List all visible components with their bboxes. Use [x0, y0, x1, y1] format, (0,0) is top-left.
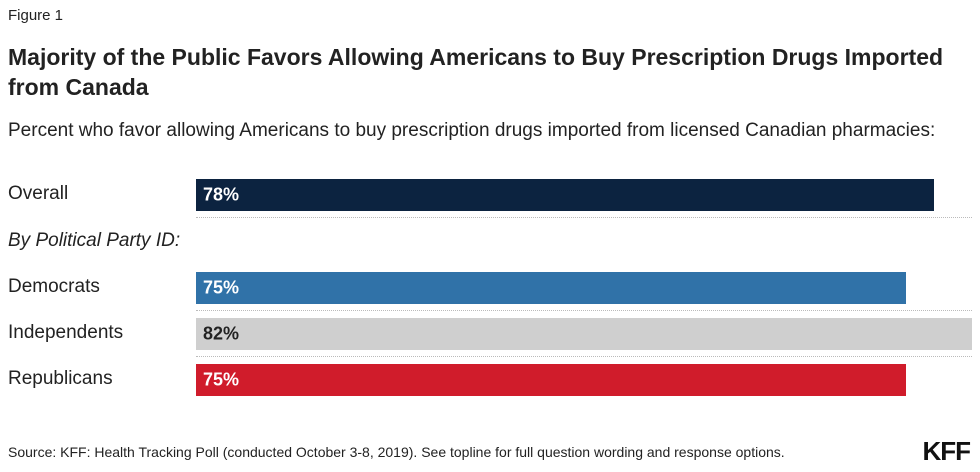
category-label: Republicans	[8, 368, 113, 389]
category-label: Overall	[8, 183, 69, 204]
group-label: By Political Party ID:	[8, 230, 181, 251]
row-divider	[196, 310, 972, 311]
source-note: Source: KFF: Health Tracking Poll (condu…	[8, 444, 785, 460]
data-label: 82%	[203, 323, 240, 344]
figure-label: Figure 1	[8, 7, 64, 24]
data-label: 78%	[203, 184, 240, 205]
category-label: Independents	[8, 322, 124, 343]
chart-title: Majority of the Public Favors Allowing A…	[8, 44, 944, 100]
category-label: Democrats	[8, 276, 100, 297]
row-divider	[196, 356, 972, 357]
bar-democrats: 75%	[196, 272, 906, 304]
bar-independents: 82%	[196, 318, 972, 350]
bar-chart: By Political Party ID: Overall 78% Democra…	[0, 172, 980, 412]
chart-subtitle: Percent who favor allowing Americans to …	[8, 120, 936, 141]
data-label: 75%	[203, 277, 240, 298]
bar-republicans: 75%	[196, 364, 906, 396]
kff-logo: KFF	[922, 436, 971, 466]
bar-overall: 78%	[196, 179, 935, 211]
row-divider	[196, 217, 972, 218]
data-label: 75%	[203, 369, 240, 390]
